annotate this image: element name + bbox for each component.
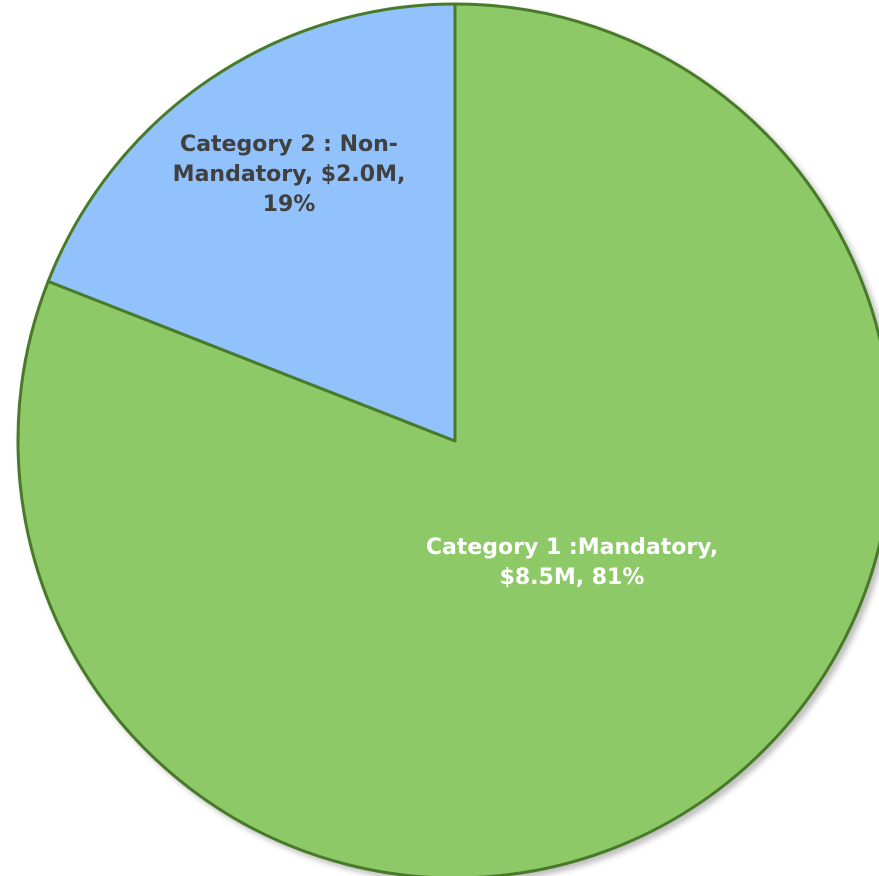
pie-slice-label-2: Category 2 : Non- Mandatory, $2.0M, 19% xyxy=(173,132,406,217)
pie-slice-label-line: Category 2 : Non- xyxy=(180,132,398,157)
pie-labels: Category 1 :Mandatory, $8.5M, 81%Category… xyxy=(173,132,719,590)
pie-slice-label-1: Category 1 :Mandatory, $8.5M, 81% xyxy=(426,535,718,590)
pie-slice-2 xyxy=(46,2,457,443)
pie-slices xyxy=(16,2,879,876)
pie-slice-label-line: 19% xyxy=(263,192,316,217)
pie-slice-label-line: Category 1 :Mandatory, xyxy=(426,535,718,560)
pie-slice-label-line: Mandatory, $2.0M, xyxy=(173,162,406,187)
pie-slice-label-line: $8.5M, 81% xyxy=(500,565,645,590)
